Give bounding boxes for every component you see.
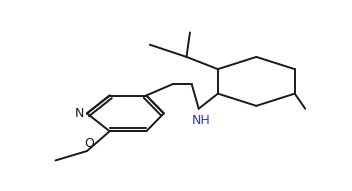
- Text: NH: NH: [191, 114, 210, 127]
- Text: N: N: [74, 107, 84, 120]
- Text: O: O: [84, 137, 94, 150]
